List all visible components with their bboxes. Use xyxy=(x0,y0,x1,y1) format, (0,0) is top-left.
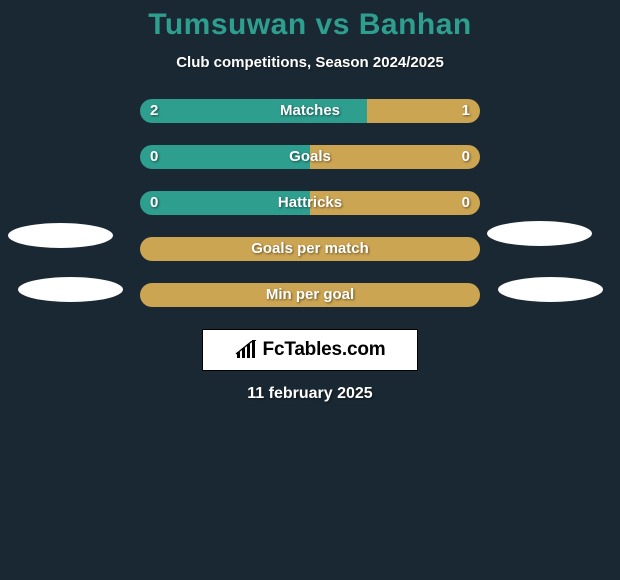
stat-label: Goals per match xyxy=(251,237,369,261)
watermark-badge: FcTables.com xyxy=(202,329,418,371)
stat-label: Min per goal xyxy=(266,283,354,307)
stat-row-goals: 0 Goals 0 xyxy=(140,145,480,169)
stat-label: Hattricks xyxy=(278,191,342,215)
value-right: 1 xyxy=(462,99,470,123)
comparison-area: 2 Matches 1 0 Goals 0 0 Hattricks 0 xyxy=(0,99,620,307)
date-label: 11 february 2025 xyxy=(0,385,620,403)
value-left: 0 xyxy=(150,145,158,169)
bar-chart-icon xyxy=(235,340,257,360)
stat-card: Tumsuwan vs Banhan Club competitions, Se… xyxy=(0,0,620,403)
stat-label: Matches xyxy=(280,99,340,123)
stat-label: Goals xyxy=(289,145,331,169)
stat-row-matches: 2 Matches 1 xyxy=(140,99,480,123)
value-left: 0 xyxy=(150,191,158,215)
stat-row-goals-per-match: Goals per match xyxy=(140,237,480,261)
bar-right xyxy=(310,145,480,169)
value-right: 0 xyxy=(462,191,470,215)
team-badge-left-2 xyxy=(18,277,123,302)
stat-row-hattricks: 0 Hattricks 0 xyxy=(140,191,480,215)
value-left: 2 xyxy=(150,99,158,123)
team-badge-right-1 xyxy=(487,221,592,246)
bar-left xyxy=(140,145,310,169)
value-right: 0 xyxy=(462,145,470,169)
subtitle: Club competitions, Season 2024/2025 xyxy=(0,54,620,71)
watermark-text: FcTables.com xyxy=(263,339,386,361)
comparison-rows: 2 Matches 1 0 Goals 0 0 Hattricks 0 xyxy=(140,99,480,307)
team-badge-right-2 xyxy=(498,277,603,302)
page-title: Tumsuwan vs Banhan xyxy=(0,8,620,42)
stat-row-min-per-goal: Min per goal xyxy=(140,283,480,307)
team-badge-left-1 xyxy=(8,223,113,248)
